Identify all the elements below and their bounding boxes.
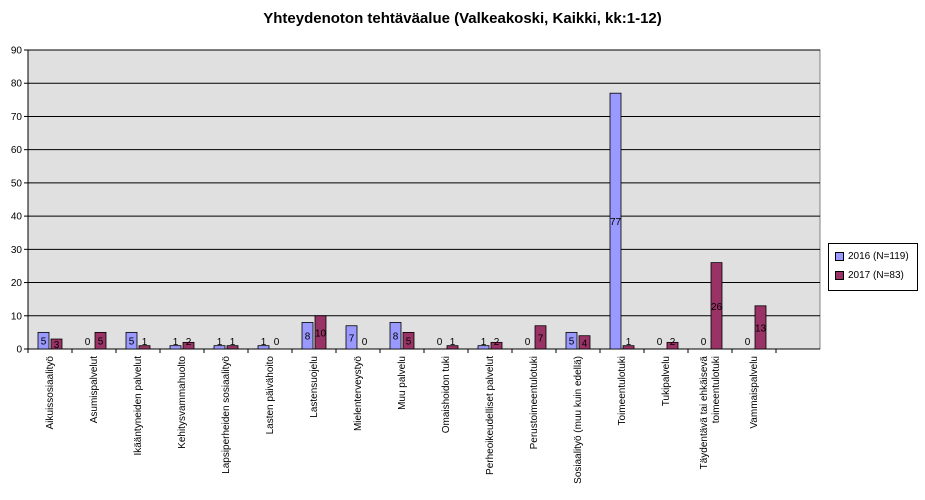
bar-series-2 <box>710 262 723 350</box>
bar-series-2 <box>182 341 195 350</box>
data-label: 0 <box>362 337 368 348</box>
x-tick-label: Asumispalvelut <box>89 356 100 423</box>
bar-series-2 <box>578 335 591 350</box>
bar-series-1 <box>37 331 50 350</box>
legend-label-series-1: 2016 (N=119) <box>848 251 909 262</box>
legend-swatch-series-1 <box>835 251 844 261</box>
bar-series-1 <box>213 345 226 350</box>
data-label: 0 <box>701 337 707 348</box>
x-tick-label: Lapsiperheiden sosiaalityö <box>221 356 232 474</box>
chart-title: Yhteydenoton tehtäväalue (Valkeakoski, K… <box>263 10 662 27</box>
data-label: 8 <box>305 332 311 343</box>
y-tick-label: 40 <box>11 212 23 223</box>
y-tick-label: 10 <box>11 311 23 322</box>
data-label: 0 <box>274 337 280 348</box>
bar-series-2 <box>490 341 503 350</box>
x-tick-label: Ikääntyneiden palvelut <box>133 356 144 456</box>
x-tick-label: Mielenterveystyö <box>353 356 364 431</box>
data-label: 8 <box>393 332 399 343</box>
data-label: 5 <box>41 337 47 348</box>
x-tick-label: Omaishoidon tuki <box>441 356 452 433</box>
data-label: 10 <box>315 328 327 339</box>
x-tick-label: Vammaispalvelu <box>749 356 760 429</box>
data-label: 1 <box>217 337 223 348</box>
bar-series-2 <box>446 345 459 350</box>
data-label: 7 <box>538 333 544 344</box>
data-label: 0 <box>657 337 663 348</box>
bar-series-2 <box>622 345 635 350</box>
x-tick-label: Toimeentulotuki <box>617 356 628 425</box>
y-tick-label: 20 <box>11 278 23 289</box>
x-tick-label: Perustoimeentulotuki <box>529 356 540 449</box>
bar-series-2 <box>50 338 63 350</box>
legend-item-series-2: 2017 (N=83) <box>835 269 904 283</box>
data-label: 1 <box>450 337 456 348</box>
data-label: 7 <box>349 333 355 344</box>
x-tick-label: Lasten päivähoito <box>265 356 276 435</box>
x-tick-label: Muu palvelu <box>397 356 408 410</box>
y-tick-label: 30 <box>11 245 23 256</box>
y-tick-label: 50 <box>11 178 23 189</box>
plot-area <box>27 49 821 350</box>
legend-item-series-1: 2016 (N=119) <box>835 250 909 264</box>
data-label: 0 <box>437 337 443 348</box>
bar-series-1 <box>125 331 138 350</box>
x-tick-label: Sosiaalityö (muu kuin edellä) <box>573 356 584 484</box>
y-tick-label: 90 <box>11 46 23 57</box>
bar-series-1 <box>609 92 622 350</box>
x-tick-label: Perheoikeudelliset palvelut <box>485 356 496 475</box>
chart-legend: 2016 (N=119) 2017 (N=83) <box>828 243 918 291</box>
bar-series-2 <box>94 331 107 350</box>
data-label: 1 <box>626 337 632 348</box>
y-tick-label: 0 <box>16 345 22 356</box>
bar-series-1 <box>477 345 490 350</box>
x-tick-label: Tukipalvelu <box>661 356 672 406</box>
data-label: 2 <box>494 337 500 348</box>
y-tick-label: 70 <box>11 112 23 123</box>
bar-series-2 <box>534 325 547 350</box>
x-tick-label: Kehitysvammahuolto <box>177 356 188 449</box>
data-label: 1 <box>230 337 236 348</box>
x-tick-label: Aikuissosiaalityö <box>45 356 56 430</box>
bar-series-1 <box>169 345 182 350</box>
bar-series-2 <box>226 345 239 350</box>
bar-series-1 <box>345 325 358 350</box>
bar-series-2 <box>402 331 415 350</box>
legend-label-series-2: 2017 (N=83) <box>848 270 904 281</box>
data-label: 0 <box>745 337 751 348</box>
data-label: 5 <box>569 337 575 348</box>
bar-series-1 <box>257 345 270 350</box>
bar-series-2 <box>666 341 679 350</box>
data-label: 77 <box>610 217 622 228</box>
data-label: 0 <box>85 337 91 348</box>
bar-series-2 <box>138 345 151 350</box>
data-label: 1 <box>173 337 179 348</box>
bar-series-1 <box>301 322 314 350</box>
data-label: 0 <box>525 337 531 348</box>
data-label: 3 <box>54 340 60 351</box>
bar-series-1 <box>389 322 402 350</box>
data-label: 2 <box>670 337 676 348</box>
data-label: 1 <box>142 337 148 348</box>
bar-series-1 <box>565 331 578 350</box>
data-label: 5 <box>98 337 104 348</box>
bar-series-2 <box>314 315 327 350</box>
legend-swatch-series-2 <box>835 270 844 280</box>
data-label: 13 <box>755 323 767 334</box>
x-tick-label: Täydentävä tai ehkäisevätoimeentulotuki <box>699 356 722 470</box>
data-label: 4 <box>582 338 588 349</box>
y-tick-label: 80 <box>11 79 23 90</box>
y-tick-label: 60 <box>11 145 23 156</box>
data-label: 26 <box>711 302 723 313</box>
data-label: 1 <box>261 337 267 348</box>
data-label: 5 <box>129 337 135 348</box>
data-label: 5 <box>406 337 412 348</box>
data-label: 1 <box>481 337 487 348</box>
data-label: 2 <box>186 337 192 348</box>
bar-series-2 <box>754 305 767 350</box>
x-tick-label: Lastensuojelu <box>309 356 320 418</box>
